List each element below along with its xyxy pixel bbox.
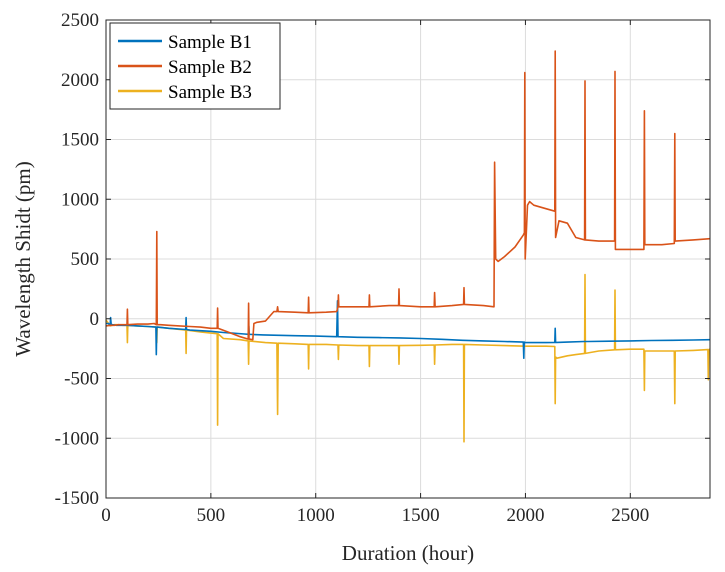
y-tick-label: 2000 bbox=[61, 70, 99, 91]
legend-label-b2: Sample B2 bbox=[168, 57, 252, 78]
x-tick-label: 500 bbox=[197, 505, 226, 526]
series-line-sample-b1 bbox=[106, 299, 711, 360]
y-tick-label: 1500 bbox=[61, 130, 99, 151]
series-line-sample-b2 bbox=[105, 50, 711, 341]
x-tick-label: 0 bbox=[101, 505, 111, 526]
x-axis-label: Duration (hour) bbox=[342, 541, 474, 565]
y-tick-label: -1500 bbox=[55, 488, 99, 509]
y-axis-ticks: -1500 -1000 -500 0 500 1000 1500 2000 2500 bbox=[55, 10, 710, 509]
y-tick-label: -1000 bbox=[55, 428, 99, 449]
y-axis-label: Wavelength Shidt (pm) bbox=[11, 161, 35, 356]
y-tick-label: 0 bbox=[90, 309, 100, 330]
legend-label-b3: Sample B3 bbox=[168, 82, 252, 103]
x-tick-label: 1000 bbox=[297, 505, 335, 526]
y-tick-label: -500 bbox=[64, 369, 99, 390]
y-tick-label: 500 bbox=[71, 249, 100, 270]
y-tick-label: 1000 bbox=[61, 189, 99, 210]
legend: Sample B1 Sample B2 Sample B3 bbox=[109, 22, 281, 110]
y-tick-label: 2500 bbox=[61, 10, 99, 31]
x-tick-label: 2000 bbox=[506, 505, 544, 526]
series-line-sample-b3 bbox=[105, 273, 711, 443]
x-tick-label: 1500 bbox=[402, 505, 440, 526]
legend-label-b1: Sample B1 bbox=[168, 32, 252, 53]
series-lines bbox=[105, 50, 711, 443]
x-axis-ticks: 0 500 1000 1500 2000 2500 bbox=[101, 20, 649, 526]
x-tick-label: 2500 bbox=[611, 505, 649, 526]
